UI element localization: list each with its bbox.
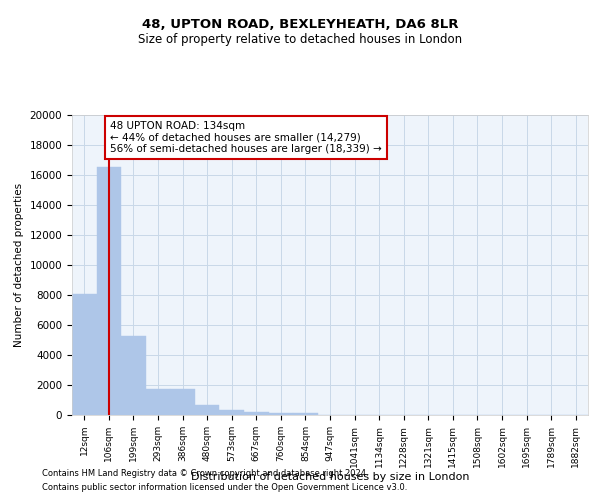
Bar — [72, 294, 97, 415]
Bar — [269, 413, 293, 415]
Text: Contains HM Land Registry data © Crown copyright and database right 2024.: Contains HM Land Registry data © Crown c… — [42, 468, 368, 477]
Text: Size of property relative to detached houses in London: Size of property relative to detached ho… — [138, 32, 462, 46]
Bar — [293, 413, 318, 415]
Bar — [195, 405, 220, 415]
Text: 48 UPTON ROAD: 134sqm
← 44% of detached houses are smaller (14,279)
56% of semi-: 48 UPTON ROAD: 134sqm ← 44% of detached … — [110, 121, 382, 154]
X-axis label: Distribution of detached houses by size in London: Distribution of detached houses by size … — [191, 472, 469, 482]
Text: 48, UPTON ROAD, BEXLEYHEATH, DA6 8LR: 48, UPTON ROAD, BEXLEYHEATH, DA6 8LR — [142, 18, 458, 30]
Bar — [170, 389, 195, 415]
Bar — [244, 412, 269, 415]
Bar — [220, 410, 244, 415]
Y-axis label: Number of detached properties: Number of detached properties — [14, 183, 24, 347]
Bar — [97, 168, 121, 415]
Bar — [121, 336, 146, 415]
Text: Contains public sector information licensed under the Open Government Licence v3: Contains public sector information licen… — [42, 484, 407, 492]
Bar — [146, 389, 170, 415]
